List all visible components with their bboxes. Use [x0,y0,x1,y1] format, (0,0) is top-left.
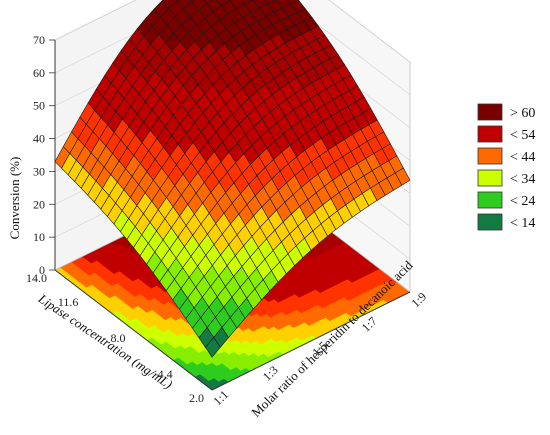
legend-swatch [477,147,503,165]
y-tick-label: 11.6 [58,295,79,309]
axes [54,40,411,391]
y-tick-label: 2.0 [189,391,204,405]
z-tick-label: 40 [33,132,45,146]
y-tick-label: 8.0 [111,331,126,345]
response-surface [54,0,411,358]
legend-label: < 24 [510,194,535,209]
legend-label: < 34 [510,172,535,187]
legend-swatch [477,191,503,209]
z-axis-label: Conversion (%) [7,157,22,240]
legend-swatch [477,125,503,143]
z-tick-label: 60 [33,66,45,80]
legend: > 60 < 54 < 44 < 34 < 24 < 14 [477,103,535,231]
legend-swatch [477,213,503,231]
z-tick-label: 10 [33,230,45,244]
y-axis-line [54,269,213,391]
legend-label: > 60 [510,106,535,121]
x-axis-line [211,291,411,391]
surface-cell [203,0,213,5]
legend-label: < 54 [510,128,535,143]
y-tick-label: 14.0 [26,271,47,285]
legend-swatch [477,103,503,121]
z-tick-label: 70 [33,33,45,47]
z-tick-label: 20 [33,197,45,211]
x-tick-label: 1:9 [408,289,429,310]
z-tick-label: 50 [33,99,45,113]
z-gridline [54,0,411,96]
z-gridline [54,0,411,63]
surface-cell [205,336,221,358]
z-tick-label: 30 [33,164,45,178]
legend-label: < 14 [510,216,535,231]
z-tick-label: 0 [39,263,45,277]
x-tick-label: 1:1 [210,387,231,408]
y-tick-label: 4.4 [158,367,173,381]
legend-swatch [477,169,503,187]
legend-label: < 44 [510,150,535,165]
